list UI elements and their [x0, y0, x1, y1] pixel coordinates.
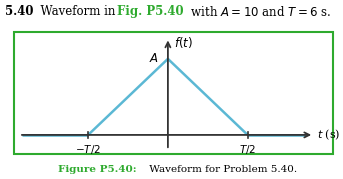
Text: Waveform in: Waveform in	[33, 5, 119, 18]
Text: 5.40: 5.40	[5, 5, 34, 18]
Text: $f(t)$: $f(t)$	[174, 35, 193, 50]
Text: Fig. P5.40: Fig. P5.40	[117, 5, 183, 18]
Text: Waveform for Problem 5.40.: Waveform for Problem 5.40.	[146, 165, 297, 174]
Text: $t$ (s): $t$ (s)	[317, 128, 340, 142]
Text: $A$: $A$	[149, 52, 158, 65]
Text: Figure P5.40:: Figure P5.40:	[58, 165, 137, 174]
Text: with $A = 10$ and $T = 6$ s.: with $A = 10$ and $T = 6$ s.	[187, 5, 331, 19]
Text: $-T/2$: $-T/2$	[75, 142, 101, 156]
Text: $T/2$: $T/2$	[239, 142, 256, 156]
